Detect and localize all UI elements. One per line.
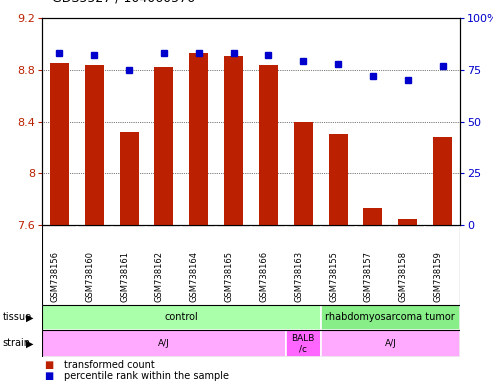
Text: percentile rank within the sample: percentile rank within the sample [64, 371, 229, 381]
Bar [286, 330, 320, 357]
Bar [320, 305, 460, 330]
Bar [119, 132, 139, 225]
Bar [294, 121, 313, 225]
Text: GSM738166: GSM738166 [259, 251, 268, 302]
Bar [42, 305, 320, 330]
Bar [85, 65, 104, 225]
Bar [50, 63, 69, 225]
Bar [189, 53, 209, 225]
Text: control: control [165, 313, 198, 323]
Text: GSM738156: GSM738156 [50, 251, 60, 302]
Text: GSM738158: GSM738158 [399, 251, 408, 302]
Bar [320, 330, 460, 357]
Bar [154, 67, 174, 225]
Bar [259, 65, 278, 225]
Bar [398, 218, 418, 225]
Text: rhabdomyosarcoma tumor: rhabdomyosarcoma tumor [325, 313, 455, 323]
Bar [224, 56, 243, 225]
Text: A/J: A/J [385, 339, 396, 348]
Text: ▶: ▶ [26, 313, 34, 323]
Text: transformed count: transformed count [64, 359, 155, 369]
Text: GSM738157: GSM738157 [364, 251, 373, 302]
Bar [42, 330, 286, 357]
Text: GSM738164: GSM738164 [190, 251, 199, 302]
Text: GSM738163: GSM738163 [294, 251, 303, 302]
Bar [433, 137, 452, 225]
Text: ■: ■ [44, 371, 54, 381]
Text: GDS5527 / 104060576: GDS5527 / 104060576 [52, 0, 195, 5]
Text: GSM738165: GSM738165 [225, 251, 234, 302]
Text: BALB
/c: BALB /c [291, 334, 315, 353]
Text: ■: ■ [44, 359, 54, 369]
Text: GSM738155: GSM738155 [329, 251, 338, 302]
Bar [328, 134, 348, 225]
Text: GSM738159: GSM738159 [433, 251, 443, 302]
Bar [363, 208, 383, 225]
Text: GSM738160: GSM738160 [85, 251, 94, 302]
Text: A/J: A/J [158, 339, 170, 348]
Text: tissue: tissue [2, 313, 32, 323]
Text: ▶: ▶ [26, 339, 34, 349]
Text: GSM738162: GSM738162 [155, 251, 164, 302]
Text: strain: strain [2, 339, 31, 349]
Text: GSM738161: GSM738161 [120, 251, 129, 302]
